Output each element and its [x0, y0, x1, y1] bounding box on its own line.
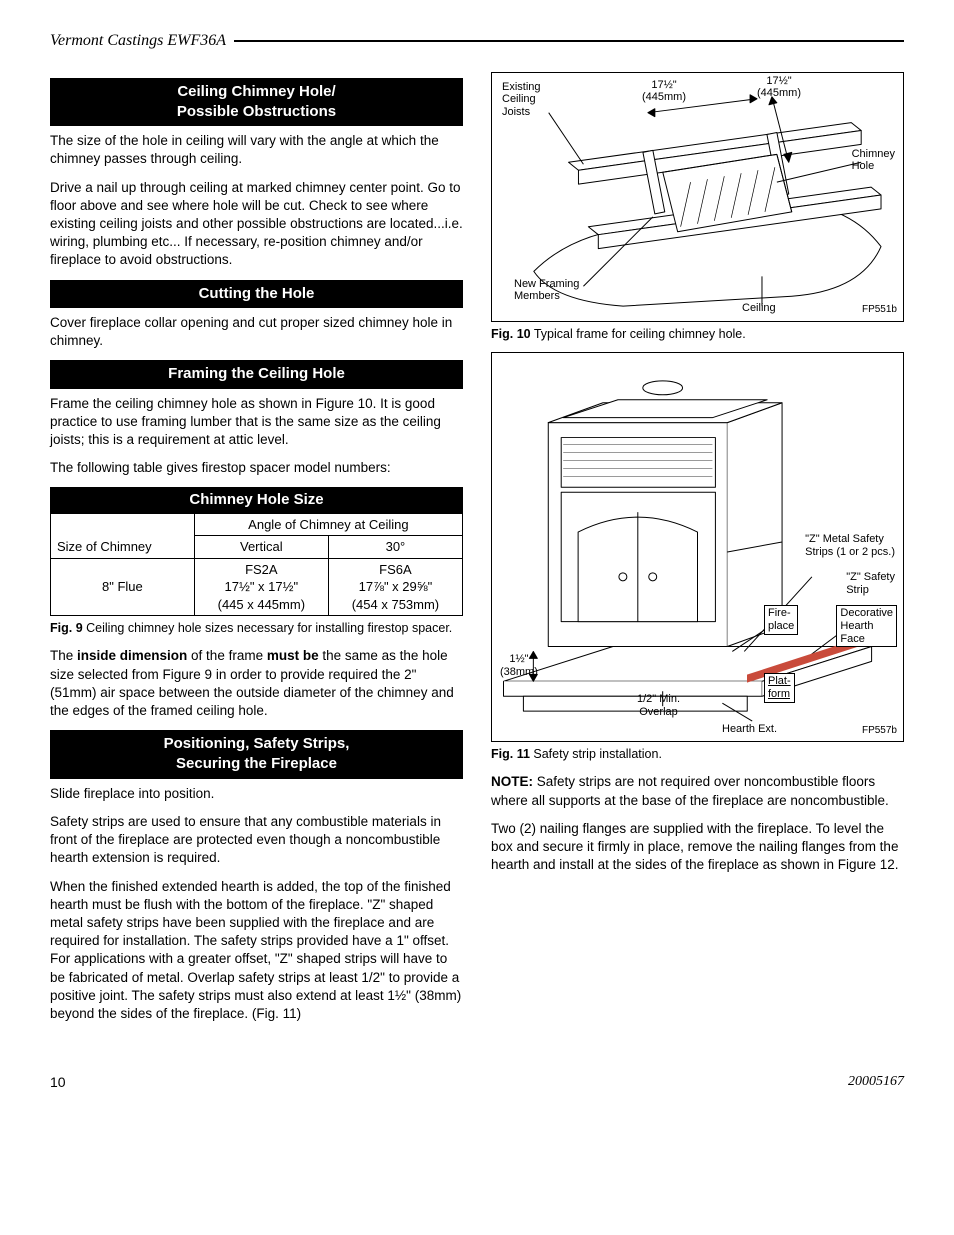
- body-paragraph: The size of the hole in ceiling will var…: [50, 132, 463, 168]
- diagram-label: Decorative Hearth Face: [836, 605, 897, 647]
- right-column: Existing Ceiling Joists 17½" (445mm) 17½…: [491, 72, 904, 1034]
- two-column-layout: Ceiling Chimney Hole/ Possible Obstructi…: [50, 72, 904, 1034]
- body-paragraph: Cover fireplace collar opening and cut p…: [50, 314, 463, 350]
- heading-line: Possible Obstructions: [56, 102, 457, 122]
- diagram-label: "Z" Safety Strip: [846, 571, 895, 596]
- table-cell: 8" Flue: [51, 558, 195, 616]
- product-title: Vermont Castings EWF36A: [50, 30, 226, 52]
- diagram-label: 17½" (445mm): [757, 75, 801, 100]
- section-heading: Cutting the Hole: [50, 280, 463, 308]
- body-paragraph: The inside dimension of the frame must b…: [50, 647, 463, 720]
- body-paragraph: Safety strips are used to ensure that an…: [50, 813, 463, 868]
- table-header-cell: Size of Chimney: [51, 513, 195, 558]
- heading-line: Cutting the Hole: [56, 284, 457, 304]
- chimney-hole-size-table: Chimney Hole Size Size of Chimney Angle …: [50, 487, 463, 616]
- diagram-label: Plat- form: [764, 673, 795, 702]
- heading-line: Positioning, Safety Strips,: [56, 734, 457, 754]
- diagram-label: Existing Ceiling Joists: [502, 81, 541, 119]
- section-heading: Positioning, Safety Strips, Securing the…: [50, 730, 463, 779]
- page-header: Vermont Castings EWF36A: [50, 30, 904, 52]
- diagram-label: "Z" Metal Safety Strips (1 or 2 pcs.): [805, 533, 895, 558]
- left-column: Ceiling Chimney Hole/ Possible Obstructi…: [50, 72, 463, 1034]
- figure-11: "Z" Metal Safety Strips (1 or 2 pcs.) "Z…: [491, 352, 904, 742]
- document-number: 20005167: [848, 1073, 904, 1092]
- body-paragraph: Frame the ceiling chimney hole as shown …: [50, 395, 463, 450]
- section-heading: Ceiling Chimney Hole/ Possible Obstructi…: [50, 78, 463, 127]
- table-header-cell: Angle of Chimney at Ceiling: [194, 513, 462, 536]
- heading-line: Securing the Fireplace: [56, 754, 457, 774]
- body-paragraph: When the finished extended hearth is add…: [50, 878, 463, 1024]
- section-heading: Framing the Ceiling Hole: [50, 360, 463, 388]
- figure-caption: Fig. 10 Typical frame for ceiling chimne…: [491, 326, 904, 343]
- page-number: 10: [50, 1073, 66, 1092]
- diagram-label: 17½" (445mm): [642, 79, 686, 104]
- table-cell: FS6A 17⅞" x 29⅝" (454 x 753mm): [328, 558, 462, 616]
- diagram-label: 1½" (38mm): [500, 653, 538, 678]
- figure-caption: Fig. 11 Safety strip installation.: [491, 746, 904, 763]
- header-rule: [234, 40, 904, 42]
- figure-code: FP551b: [862, 303, 897, 317]
- body-paragraph: The following table gives firestop space…: [50, 459, 463, 477]
- diagram-label: Hearth Ext.: [722, 723, 777, 736]
- body-paragraph: Two (2) nailing flanges are supplied wit…: [491, 820, 904, 875]
- table-subheader: Vertical: [194, 536, 328, 559]
- figure-caption: Fig. 9 Ceiling chimney hole sizes necess…: [50, 620, 463, 637]
- body-paragraph: Slide fireplace into position.: [50, 785, 463, 803]
- body-paragraph: Drive a nail up through ceiling at marke…: [50, 179, 463, 270]
- diagram-label: Ceiling: [742, 302, 776, 315]
- heading-line: Ceiling Chimney Hole/: [56, 82, 457, 102]
- diagram-label: 1/2" Min. Overlap: [637, 693, 680, 718]
- table-cell: FS2A 17½" x 17½" (445 x 445mm): [194, 558, 328, 616]
- note-paragraph: NOTE: Safety strips are not required ove…: [491, 773, 904, 809]
- diagram-label: Fire- place: [764, 605, 798, 634]
- page-footer: 10 20005167: [50, 1073, 904, 1092]
- figure-10: Existing Ceiling Joists 17½" (445mm) 17½…: [491, 72, 904, 322]
- heading-line: Framing the Ceiling Hole: [56, 364, 457, 384]
- diagram-label: New Framing Members: [514, 278, 579, 303]
- diagram-label: Chimney Hole: [852, 148, 895, 173]
- table-subheader: 30°: [328, 536, 462, 559]
- figure-code: FP557b: [862, 724, 897, 738]
- table-title: Chimney Hole Size: [51, 488, 463, 513]
